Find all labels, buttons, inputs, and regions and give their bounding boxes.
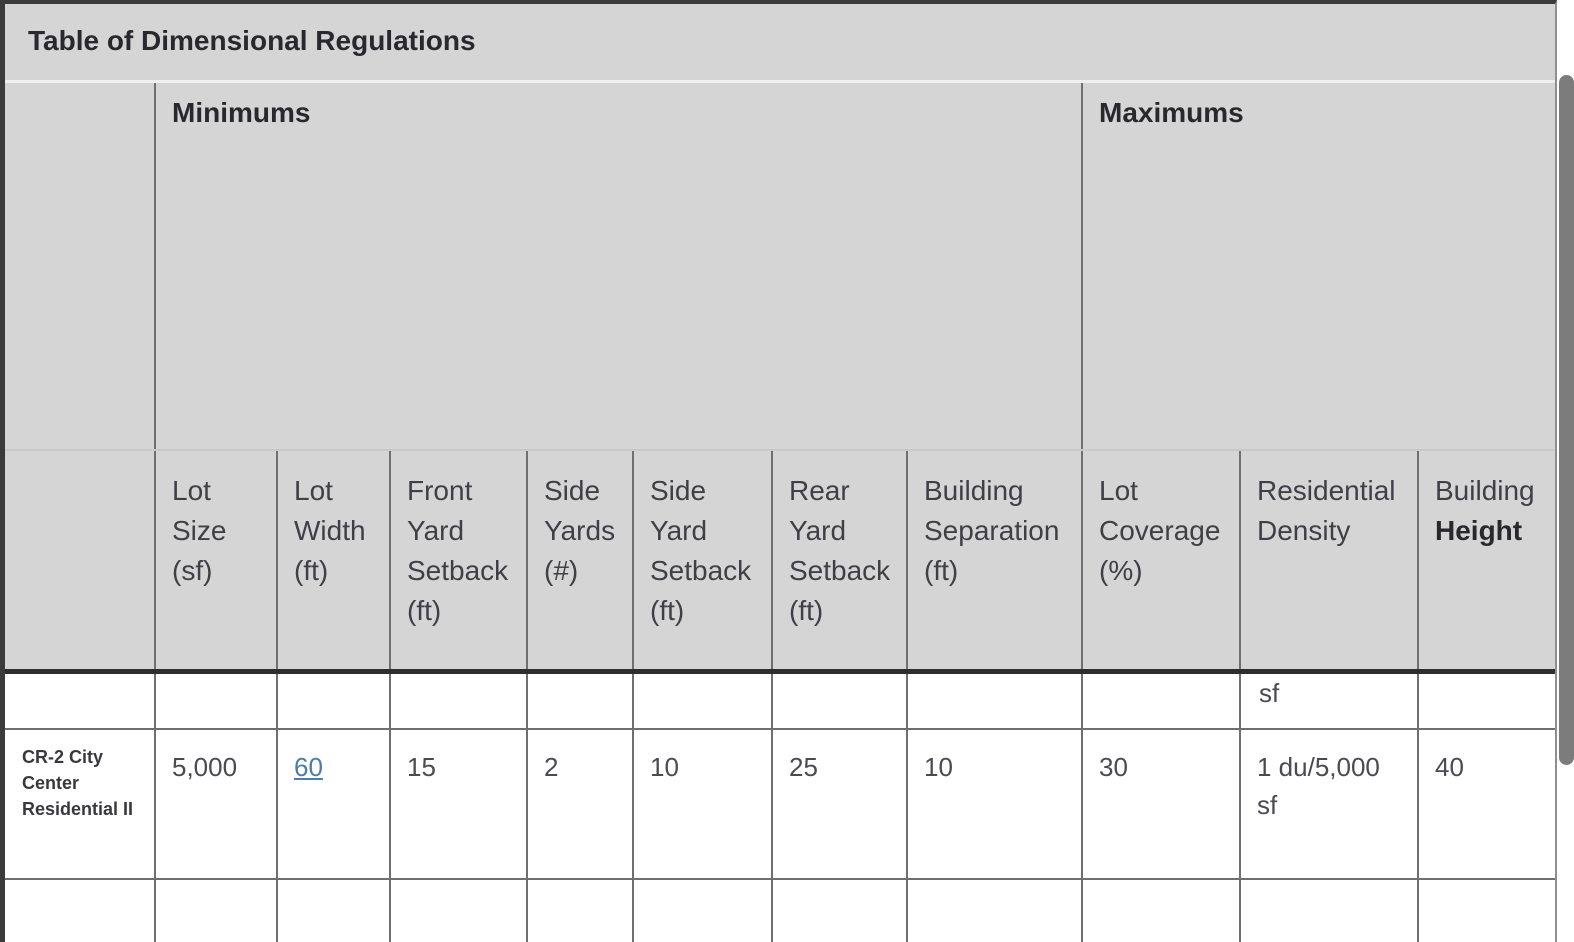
partial-row-below bbox=[5, 879, 1556, 942]
partial-cell-side-yard-setback bbox=[632, 671, 772, 730]
district-row-cr-2: CR-2 City Center Residential II 5,000 60… bbox=[5, 729, 1556, 880]
vertical-scrollbar-track[interactable] bbox=[1557, 0, 1574, 828]
column-header-front-yard-setback: Front Yard Setback (ft) bbox=[389, 450, 527, 674]
partial-cell-district bbox=[5, 671, 155, 730]
vertical-scrollbar-thumb[interactable] bbox=[1559, 75, 1574, 765]
cell-lot-size: 5,000 bbox=[154, 729, 277, 880]
partial-cell-building-separation bbox=[906, 671, 1082, 730]
column-header-lot-coverage: Lot Coverage (%) bbox=[1081, 450, 1240, 674]
group-header-spacer bbox=[5, 81, 155, 451]
column-header-district-spacer bbox=[5, 450, 155, 674]
group-header-minimums: Minimums bbox=[154, 81, 1082, 451]
group-header-row: Minimums Maximums bbox=[5, 81, 1556, 451]
column-header-side-yards: Side Yards (#) bbox=[526, 450, 633, 674]
cell-residential-density: 1 du/5,000 sf bbox=[1239, 729, 1418, 880]
column-header-rear-yard-setback: Rear Yard Setback (ft) bbox=[771, 450, 907, 674]
column-header-building-height: Building Height bbox=[1416, 450, 1556, 674]
cell-side-yards: 2 bbox=[526, 729, 633, 880]
group-header-maximums: Maximums bbox=[1080, 81, 1556, 451]
partial-cell-building-height bbox=[1416, 671, 1556, 730]
column-header-lot-size: Lot Size (sf) bbox=[154, 450, 277, 674]
partial-cell-side-yards bbox=[526, 671, 633, 730]
partial-cell-lot-size bbox=[154, 671, 277, 730]
partial-cell-residential-density: sf bbox=[1239, 671, 1418, 730]
district-name: CR-2 City Center Residential II bbox=[5, 729, 155, 880]
cell-building-separation: 10 bbox=[906, 729, 1082, 880]
column-header-row: Lot Size (sf) Lot Width (ft) Front Yard … bbox=[5, 450, 1556, 674]
cell-front-yard-setback: 15 bbox=[389, 729, 527, 880]
column-header-lot-width: Lot Width (ft) bbox=[276, 450, 390, 674]
cell-rear-yard-setback: 25 bbox=[771, 729, 907, 880]
table-title-row: Table of Dimensional Regulations bbox=[5, 4, 1556, 83]
cell-building-height: 40 bbox=[1416, 729, 1556, 880]
column-header-side-yard-setback: Side Yard Setback (ft) bbox=[632, 450, 772, 674]
partial-cell-front-yard-setback bbox=[389, 671, 527, 730]
table-title: Table of Dimensional Regulations bbox=[28, 25, 476, 56]
column-header-residential-density: Residential Density bbox=[1239, 450, 1418, 674]
cell-lot-coverage: 30 bbox=[1081, 729, 1240, 880]
cell-lot-width: 60 bbox=[276, 729, 390, 880]
cell-side-yard-setback: 10 bbox=[632, 729, 772, 880]
partial-cell-lot-coverage bbox=[1081, 671, 1240, 730]
partial-cell-lot-width bbox=[276, 671, 390, 730]
column-header-building-separation: Building Separation (ft) bbox=[906, 450, 1082, 674]
partial-cell-rear-yard-setback bbox=[771, 671, 907, 730]
lot-width-link[interactable]: 60 bbox=[294, 752, 323, 782]
column-header-building-height-word2: Height bbox=[1435, 515, 1523, 546]
partial-row-above: sf bbox=[5, 671, 1556, 730]
column-header-building-height-word1: Building bbox=[1435, 475, 1535, 506]
